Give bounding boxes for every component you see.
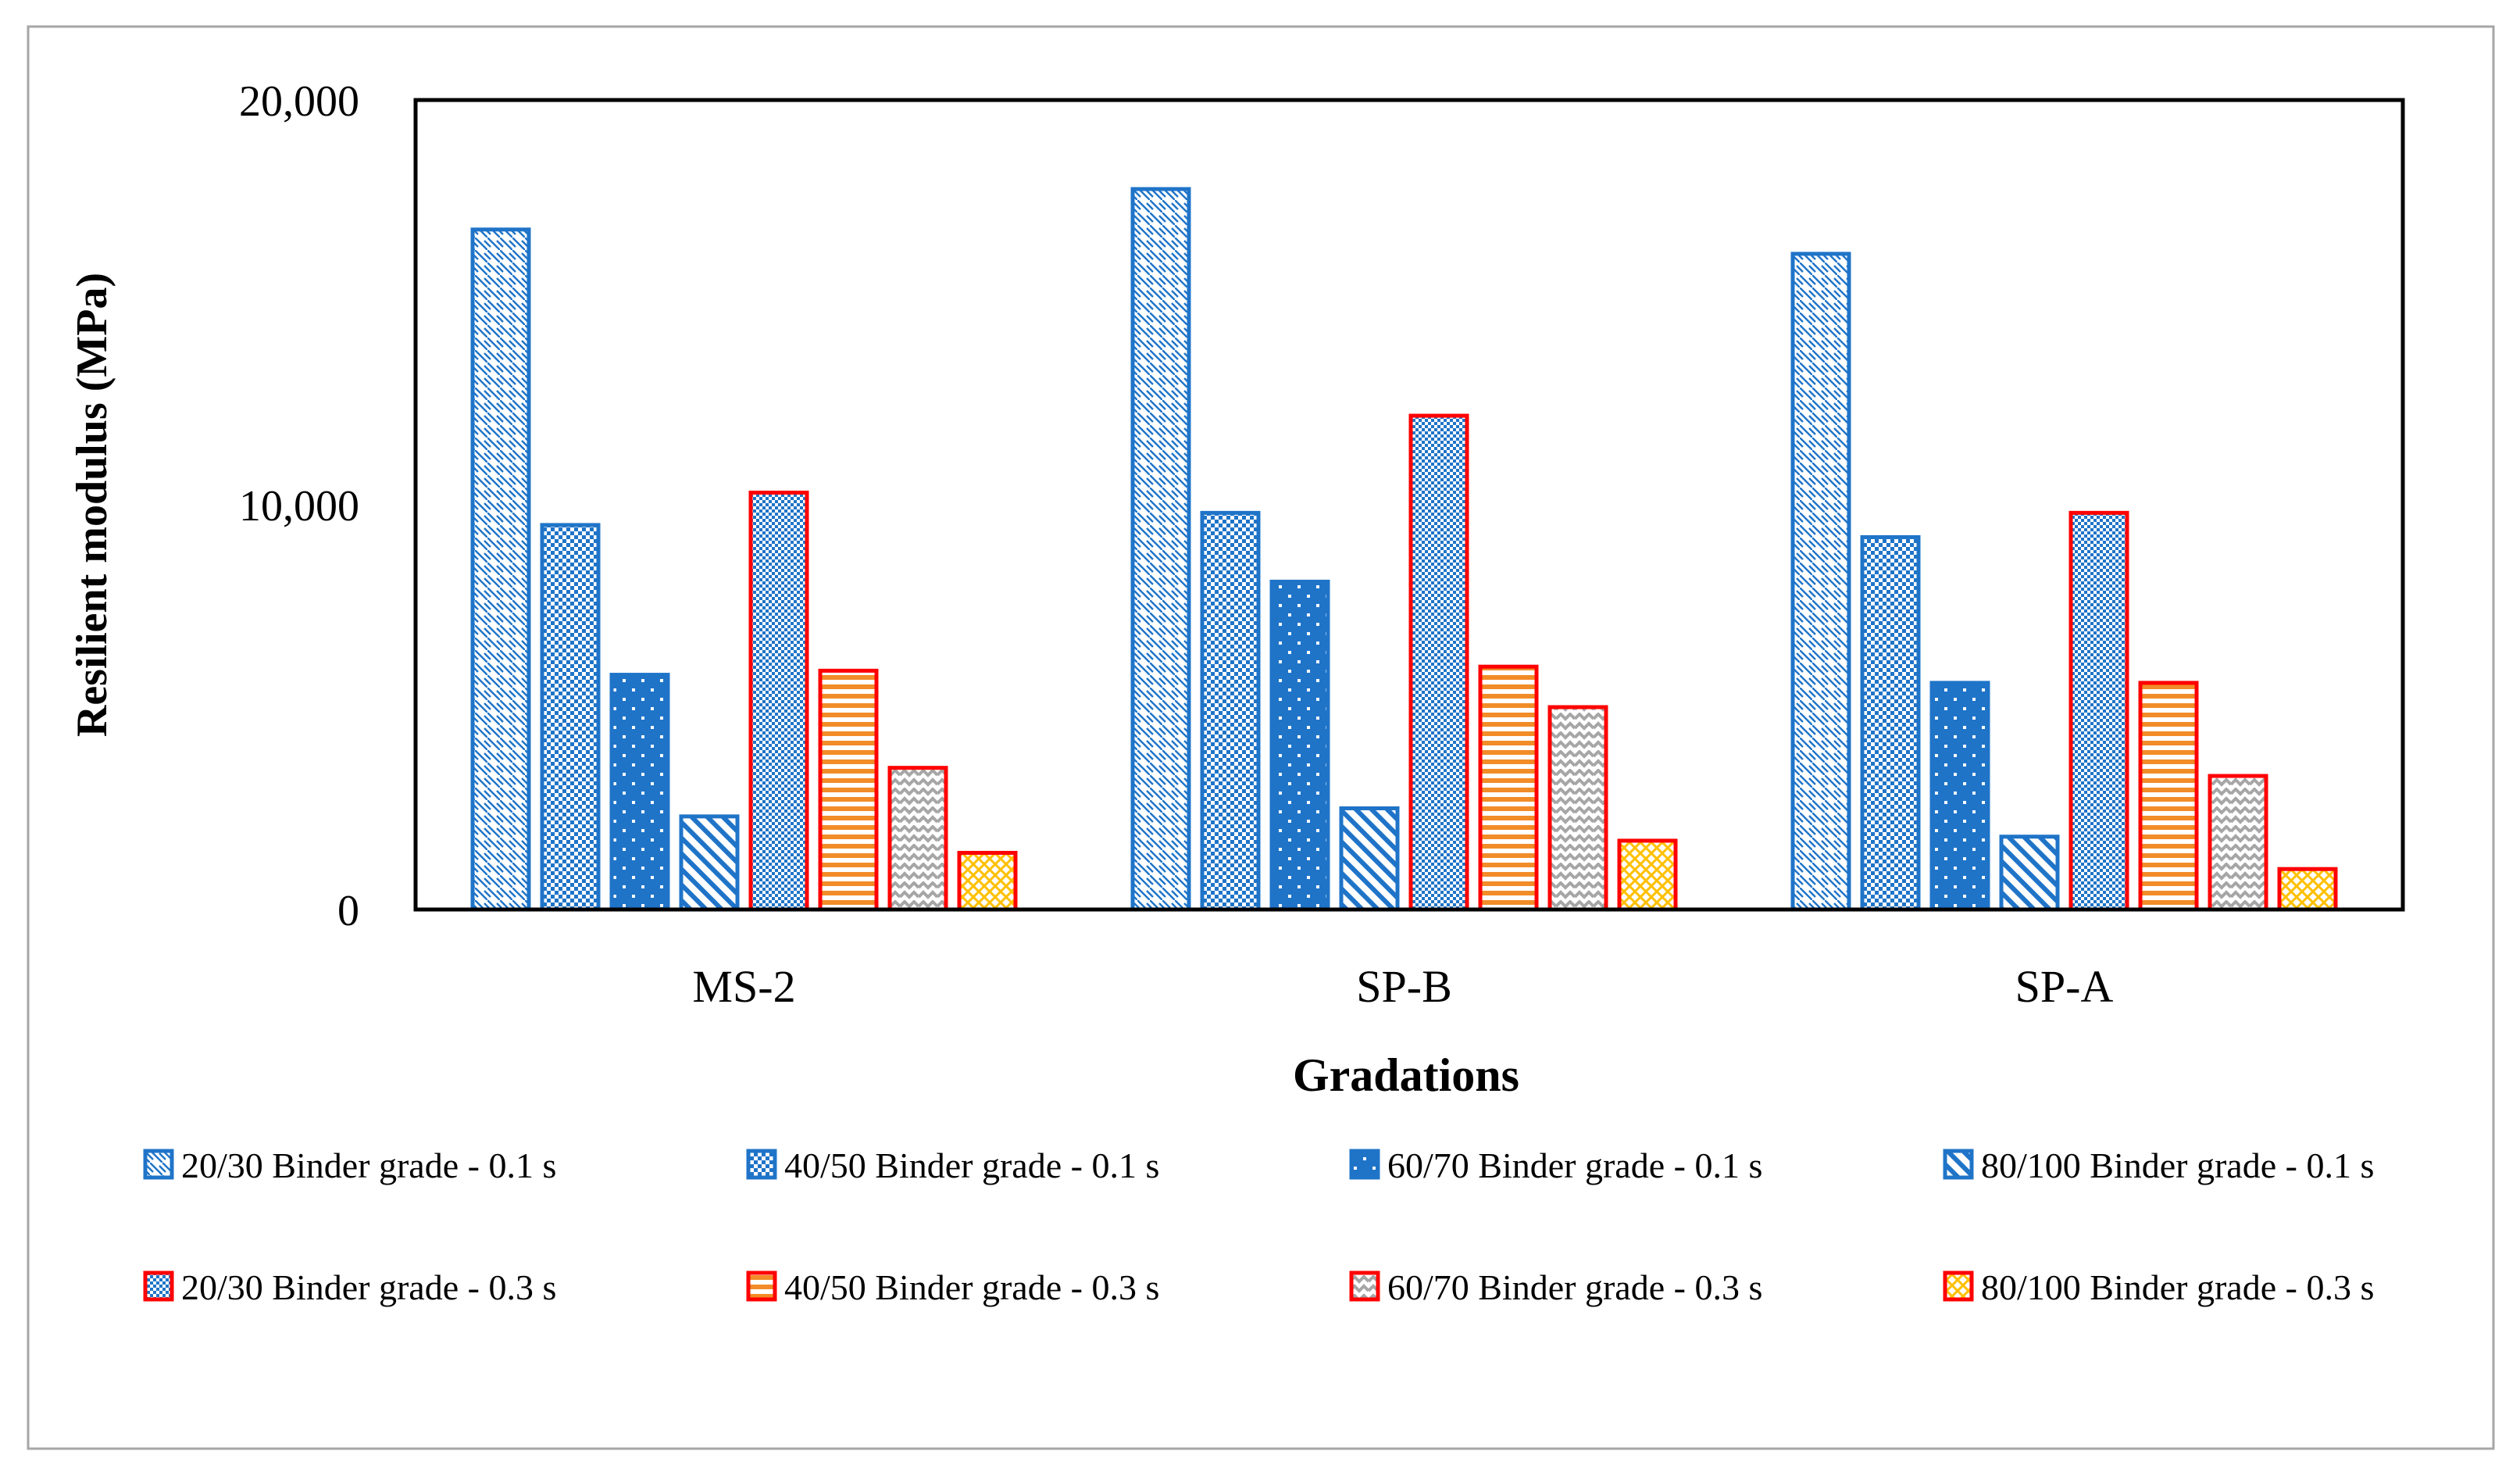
y-tick-label: 0 bbox=[337, 887, 359, 935]
legend-label: 60/70 Binder grade - 0.3 s bbox=[1387, 1267, 1762, 1307]
bar-sp-a-series-4 bbox=[1999, 834, 2060, 912]
bar-sp-a-series-8 bbox=[2277, 867, 2338, 912]
legend-label: 20/30 Binder grade - 0.1 s bbox=[181, 1145, 556, 1185]
legend-label: 40/50 Binder grade - 0.3 s bbox=[784, 1267, 1159, 1307]
bar-sp-b-series-5 bbox=[1408, 413, 1469, 912]
bar-sp-a-series-3 bbox=[1929, 681, 1990, 912]
legend-label: 20/30 Binder grade - 0.3 s bbox=[181, 1267, 556, 1307]
bar-ms-2-series-1 bbox=[470, 227, 531, 912]
bar-sp-b-series-8 bbox=[1617, 838, 1678, 912]
x-tick-label: MS-2 bbox=[692, 961, 795, 1012]
bar-sp-a-series-2 bbox=[1860, 534, 1921, 912]
legend-swatch bbox=[1349, 1271, 1380, 1302]
y-axis-ticks: 0 10,000 20,000 bbox=[239, 77, 359, 935]
legend-item: 60/70 Binder grade - 0.3 s bbox=[1349, 1267, 1762, 1307]
bar-ms-2-series-6 bbox=[818, 668, 879, 912]
bar-sp-b-series-2 bbox=[1200, 510, 1261, 912]
legend-item: 20/30 Binder grade - 0.1 s bbox=[143, 1145, 556, 1185]
bar-sp-a-series-6 bbox=[2138, 681, 2199, 912]
legend-swatch bbox=[746, 1149, 777, 1180]
bar-ms-2-series-8 bbox=[957, 850, 1018, 912]
x-axis-title: Gradations bbox=[1293, 1049, 1519, 1101]
legend-swatch bbox=[746, 1271, 777, 1302]
bar-ms-2-series-3 bbox=[609, 673, 670, 912]
bar-ms-2-series-4 bbox=[679, 814, 740, 912]
legend-label: 60/70 Binder grade - 0.1 s bbox=[1387, 1145, 1762, 1185]
bar-sp-a-series-1 bbox=[1790, 252, 1851, 912]
legend-label: 80/100 Binder grade - 0.1 s bbox=[1981, 1145, 2374, 1185]
legend-label: 40/50 Binder grade - 0.1 s bbox=[784, 1145, 1159, 1185]
bar-ms-2-series-7 bbox=[887, 766, 948, 912]
bar-ms-2-series-2 bbox=[540, 523, 601, 912]
legend-item: 40/50 Binder grade - 0.1 s bbox=[746, 1145, 1159, 1185]
y-axis-title: Resilient modulus (MPa) bbox=[68, 273, 116, 737]
bar-sp-b-series-7 bbox=[1547, 705, 1608, 912]
bars-layer bbox=[470, 187, 2338, 912]
legend-item: 40/50 Binder grade - 0.3 s bbox=[746, 1267, 1159, 1307]
legend-item: 80/100 Binder grade - 0.1 s bbox=[1943, 1145, 2374, 1185]
x-tick-label: SP-B bbox=[1356, 961, 1452, 1012]
bar-sp-b-series-3 bbox=[1269, 579, 1330, 912]
bar-sp-b-series-6 bbox=[1478, 664, 1539, 912]
legend-swatch bbox=[1943, 1149, 1974, 1180]
plot-area-frame bbox=[413, 98, 2405, 912]
x-axis-ticks: MS-2 SP-B SP-A bbox=[692, 961, 2113, 1012]
bar-sp-b-series-4 bbox=[1339, 806, 1400, 912]
bar-sp-b-series-1 bbox=[1130, 187, 1191, 912]
legend-label: 80/100 Binder grade - 0.3 s bbox=[1981, 1267, 2374, 1307]
legend-swatch bbox=[1943, 1271, 1974, 1302]
bar-sp-a-series-7 bbox=[2208, 774, 2268, 912]
bar-ms-2-series-5 bbox=[748, 490, 809, 912]
legend-swatch bbox=[143, 1149, 174, 1180]
legend-item: 80/100 Binder grade - 0.3 s bbox=[1943, 1267, 2374, 1307]
legend-swatch bbox=[1349, 1149, 1380, 1180]
legend: 20/30 Binder grade - 0.1 s 40/50 Binder g… bbox=[143, 1145, 2374, 1307]
x-tick-label: SP-A bbox=[2015, 961, 2114, 1012]
legend-swatch bbox=[143, 1271, 174, 1302]
legend-item: 20/30 Binder grade - 0.3 s bbox=[143, 1267, 556, 1307]
y-tick-label: 20,000 bbox=[239, 77, 359, 126]
bar-sp-a-series-5 bbox=[2068, 510, 2129, 912]
legend-item: 60/70 Binder grade - 0.1 s bbox=[1349, 1145, 1762, 1185]
y-tick-label: 10,000 bbox=[239, 482, 359, 531]
